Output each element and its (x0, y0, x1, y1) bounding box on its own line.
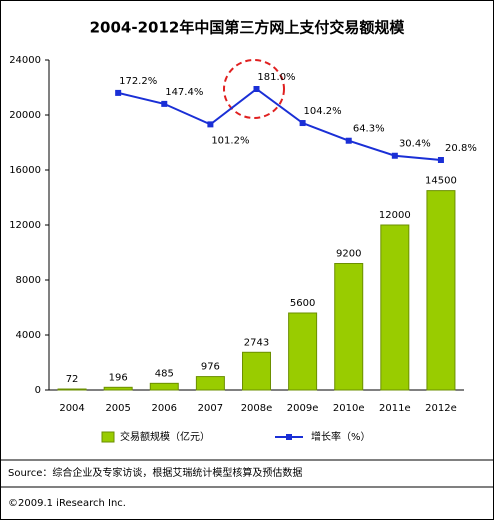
legend-swatch (101, 431, 115, 443)
line-marker (391, 152, 398, 159)
bar (103, 386, 133, 391)
highlight-circle (223, 59, 285, 119)
x-tick-label: 2012e (425, 403, 457, 414)
source: Source：综合企业及专家访谈，根据艾瑞统计模型核算及预估数据 (8, 466, 302, 479)
x-tick-label: 2011e (379, 403, 411, 414)
line (117, 87, 442, 161)
bar-label: 976 (201, 362, 220, 373)
bar-label: 2743 (244, 337, 269, 348)
line-label: 30.4% (399, 139, 431, 150)
bar (426, 190, 456, 391)
y-tick-label: 0 (35, 385, 41, 396)
y-tick-label: 8000 (16, 275, 41, 286)
line-marker (437, 157, 444, 163)
line-marker (299, 120, 306, 127)
x-tick-label: 2009e (287, 403, 319, 414)
x-tick-label: 2010e (333, 403, 365, 414)
bar-label: 196 (109, 372, 128, 383)
x-tick-label: 2006 (152, 403, 177, 414)
bar-label: 9200 (336, 249, 361, 260)
chart-title: 2004-2012年中国第三方网上支付交易额规模 (90, 19, 406, 37)
bar-label: 485 (155, 368, 174, 379)
line-marker (207, 121, 214, 128)
bar (288, 312, 318, 391)
line-label: 20.8% (445, 143, 477, 154)
y-tick-label: 12000 (9, 220, 41, 231)
x-tick-label: 2005 (105, 403, 130, 414)
line-label: 64.3% (353, 124, 385, 135)
y-tick-label: 16000 (9, 165, 41, 176)
legend-swatch (286, 434, 292, 440)
line-label: 104.2% (304, 106, 342, 117)
bar (57, 388, 87, 391)
line-label: 101.2% (211, 135, 249, 146)
bar (195, 376, 225, 391)
bar-label: 5600 (290, 298, 315, 309)
bar-label: 14500 (425, 176, 457, 187)
line-marker (253, 86, 260, 92)
line-marker (161, 100, 168, 107)
copyright: ©2009.1 iResearch Inc. (8, 498, 126, 509)
bar (334, 263, 364, 391)
line-label: 147.4% (165, 87, 203, 98)
bar-label: 12000 (379, 210, 411, 221)
legend-label: 交易额规模（亿元） (120, 430, 210, 443)
line-marker (345, 137, 352, 144)
x-tick-label: 2007 (198, 403, 223, 414)
line-label: 172.2% (119, 76, 157, 87)
bar-label: 72 (66, 374, 79, 385)
x-tick-label: 2004 (59, 403, 84, 414)
y-tick-label: 24000 (9, 55, 41, 66)
y-tick-label: 20000 (9, 110, 41, 121)
bar (242, 351, 271, 391)
x-tick-label: 2008e (241, 403, 273, 414)
line-marker (115, 89, 122, 96)
bar (149, 382, 179, 391)
legend-label: 增长率（%） (311, 430, 371, 443)
line-label: 181.0% (257, 72, 295, 83)
bar (380, 224, 410, 391)
y-tick-label: 4000 (16, 330, 41, 341)
